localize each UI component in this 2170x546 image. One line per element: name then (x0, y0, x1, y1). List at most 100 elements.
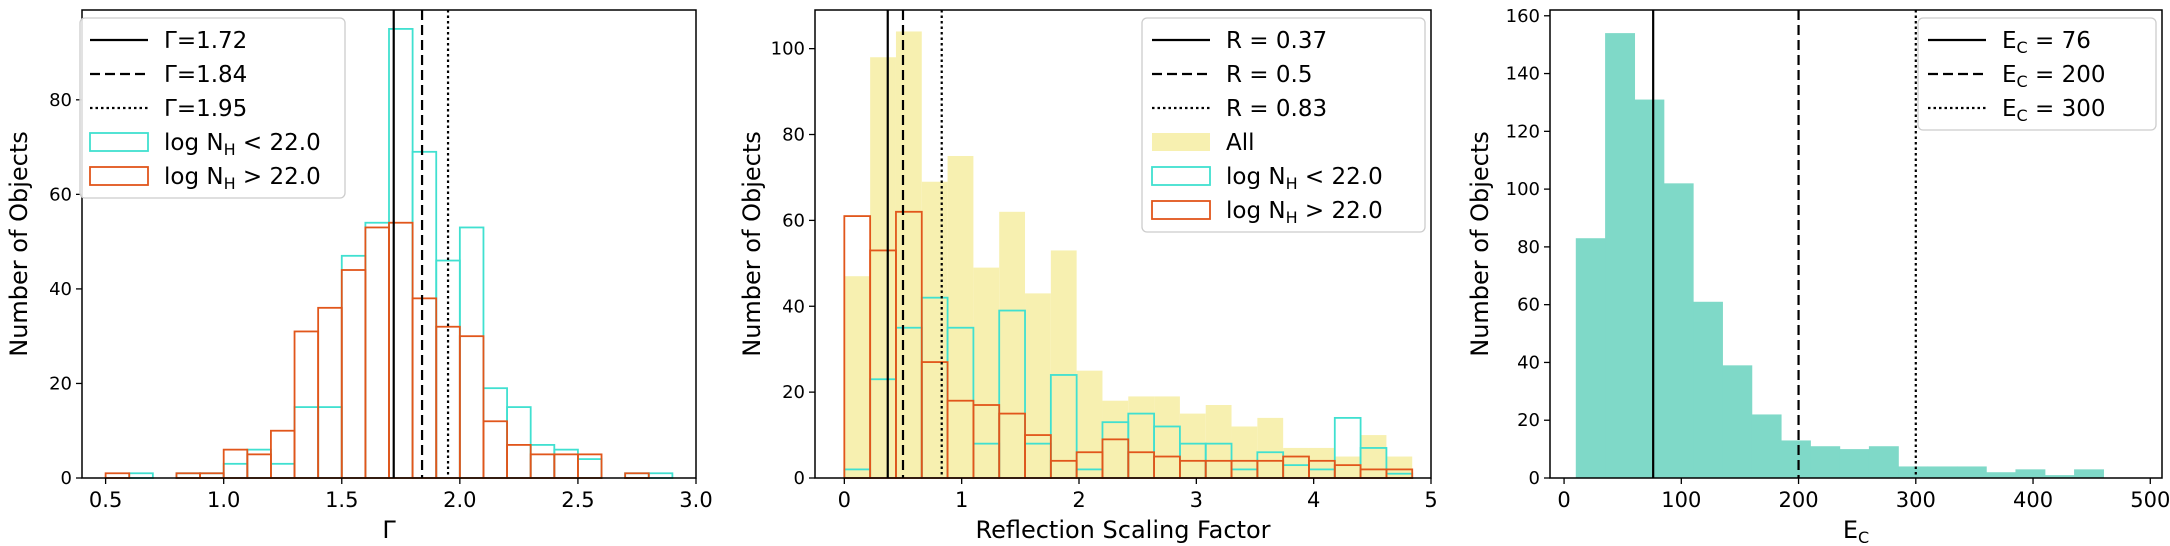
y-tick-label: 80 (782, 125, 805, 146)
x-axis-label-main: Γ (382, 516, 396, 544)
legend-label-main: R = 0.83 (1226, 96, 1327, 122)
legend-label-main: Γ=1.72 (164, 28, 247, 54)
bar (1927, 466, 1958, 478)
legend-label-tail: = 76 (2028, 28, 2091, 54)
legend-label: EC = 200 (2002, 62, 2106, 91)
bar (1386, 456, 1413, 478)
bar (1898, 466, 1929, 478)
legend-label-main: R = 0.37 (1226, 28, 1327, 54)
legend-label-sub: C (2017, 38, 2028, 57)
y-tick-label: 160 (1506, 6, 1540, 27)
bar (1722, 365, 1753, 478)
bar (2015, 469, 2046, 478)
y-tick-label: 0 (61, 468, 72, 489)
legend-label: R = 0.5 (1226, 62, 1312, 88)
x-tick-label: 3 (1190, 488, 1203, 512)
legend-label: log NH < 22.0 (164, 130, 321, 159)
x-tick-label: 2 (1072, 488, 1085, 512)
x-tick-label: 400 (2013, 488, 2053, 512)
legend-label-main: All (1226, 130, 1255, 156)
chart-panel-2: 0 1 2 3 4 5 0 20 40 60 80 100 Reflection Scaling Fac… (738, 9, 1438, 544)
bar (947, 155, 974, 479)
bar (1360, 435, 1387, 478)
y-axis-label: Number of Objects (5, 131, 33, 356)
chart-panel-1: 0.5 1.0 1.5 2.0 2.5 3.0 0 20 40 60 80 Γ Number of Ob… (5, 9, 713, 544)
plot-frame (1549, 9, 2163, 479)
y-tick-label: 20 (782, 382, 805, 403)
legend-label-main: R = 0.5 (1226, 62, 1312, 88)
x-tick-label: 500 (2130, 488, 2170, 512)
x-tick-label: 2.0 (443, 488, 476, 512)
bar (1956, 466, 1987, 478)
legend-label: Γ=1.95 (164, 96, 247, 122)
legend-fill-handle (1152, 133, 1210, 151)
legend-label: Γ=1.84 (164, 62, 247, 88)
bar (1605, 33, 1636, 478)
bar (844, 276, 871, 478)
legend-label: EC = 76 (2002, 28, 2091, 57)
y-axis-label: Number of Objects (738, 131, 766, 356)
x-axis-label-sub: C (1858, 528, 1869, 546)
plot-frame (81, 9, 697, 479)
legend-label-tail: > 22.0 (236, 164, 321, 190)
bar (1780, 440, 1811, 478)
legend-label-sub: H (224, 140, 236, 159)
x-axis-label: Reflection Scaling Factor (975, 516, 1270, 544)
series-all (844, 31, 1413, 479)
bar (1868, 446, 1899, 478)
y-tick-label: 80 (49, 90, 72, 111)
chart-panel-3: 0 100 200 300 400 500020406080100120140160ECN… (1466, 6, 2170, 546)
x-tick-label: 2.5 (561, 488, 594, 512)
y-tick-label: 20 (49, 373, 72, 394)
legend-label: log NH > 22.0 (1226, 198, 1383, 227)
legend-label-main: Γ=1.95 (164, 96, 247, 122)
legend-label-main: log N (1226, 164, 1286, 190)
y-tick-label: 120 (1506, 121, 1540, 142)
legend-label-sub: H (1286, 208, 1298, 227)
x-tick-label: 200 (1779, 488, 1819, 512)
y-tick-label: 40 (49, 279, 72, 300)
x-tick-label: 5 (1424, 488, 1437, 512)
bar (1283, 447, 1309, 478)
y-axis-label: Number of Objects (1466, 131, 1494, 356)
bar (921, 181, 948, 479)
legend-label-main: E (2002, 28, 2017, 54)
bar (1634, 99, 1665, 479)
legend-patch-handle (89, 166, 149, 186)
legend-label-main: log N (1226, 198, 1286, 224)
x-tick-label: 1.5 (325, 488, 358, 512)
y-tick-label: 40 (782, 296, 805, 317)
bar (1334, 456, 1361, 478)
x-tick-label: 0 (1557, 488, 1570, 512)
legend-label-sub: C (2017, 106, 2028, 125)
plot-frame (814, 9, 1432, 479)
legend-label-tail: < 22.0 (1298, 164, 1383, 190)
bar (1025, 293, 1051, 478)
bar (2074, 469, 2104, 478)
x-tick-label: 100 (1661, 488, 1701, 512)
x-axis-label-main: E (1843, 516, 1858, 544)
y-tick-label: 100 (1506, 179, 1540, 200)
legend: R = 0.37 R = 0.5 R = 0.83 All log NH < 22.0 l… (1141, 17, 1426, 233)
x-tick-label: 1.0 (207, 488, 240, 512)
x-axis-label: Γ (382, 516, 396, 544)
legend-label: Γ=1.72 (164, 28, 247, 54)
legend-box (1141, 17, 1426, 233)
legend-label-main: Γ=1.84 (164, 62, 247, 88)
x-tick-label: 0 (838, 488, 851, 512)
y-tick-label: 0 (1529, 468, 1540, 489)
legend-label-tail: = 200 (2028, 62, 2106, 88)
bar (973, 267, 1000, 478)
legend-label-main: log N (164, 130, 224, 156)
y-tick-label: 0 (794, 468, 805, 489)
legend-label-tail: = 300 (2028, 96, 2106, 122)
legend-label-sub: C (2017, 72, 2028, 91)
x-tick-label: 3.0 (679, 488, 712, 512)
x-tick-label: 1 (955, 488, 968, 512)
legend-label: R = 0.83 (1226, 96, 1327, 122)
y-tick-label: 60 (1517, 295, 1540, 316)
